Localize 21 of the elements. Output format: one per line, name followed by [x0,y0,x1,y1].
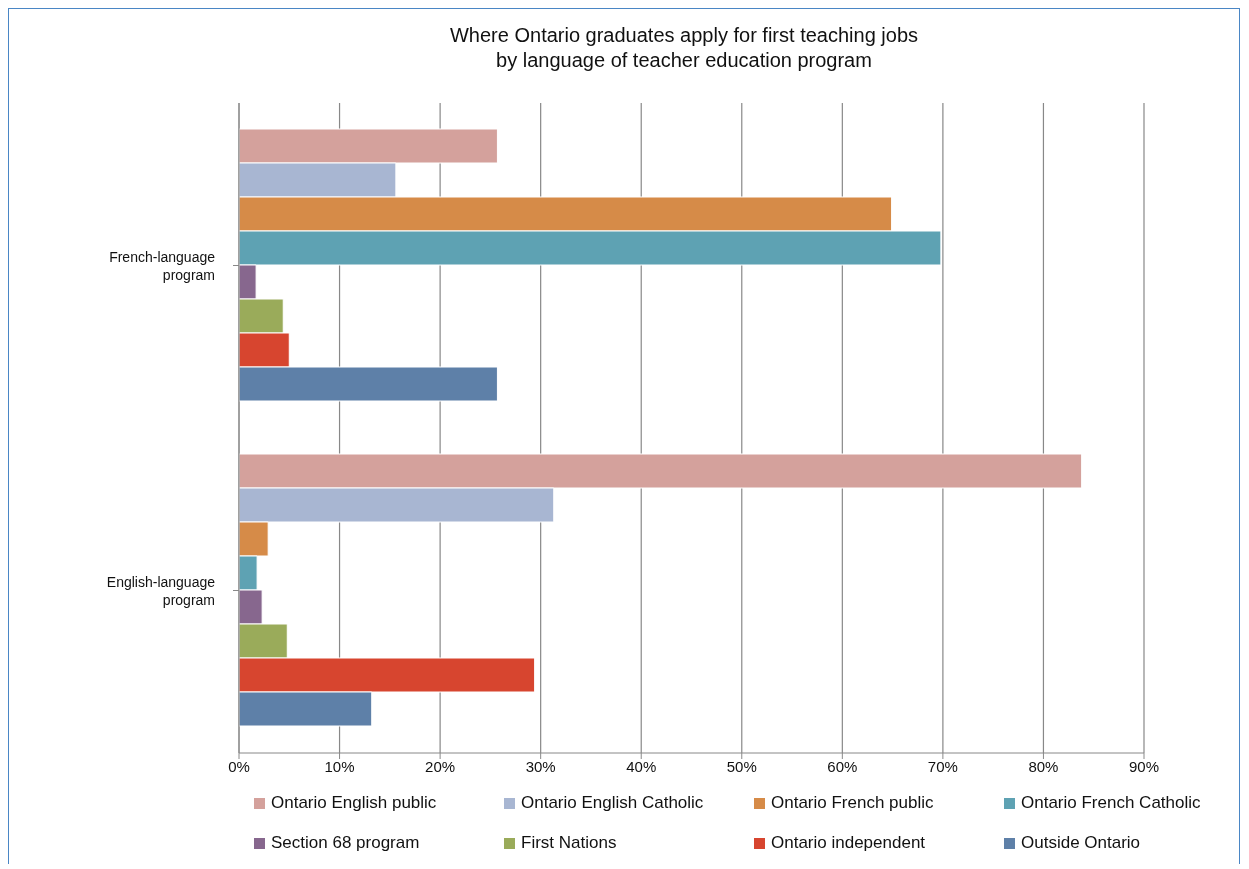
x-tick-label: 40% [626,757,657,775]
y-tick-label: English-language program [106,573,216,608]
x-tick-label: 30% [525,757,556,775]
x-tick-label: 50% [726,757,757,775]
legend-label: Ontario English public [271,793,437,813]
chart-title: Where Ontario graduates apply for first teaching jobs by language of teacher education program [449,23,919,73]
legend-label: Ontario French public [771,793,934,813]
x-tick-label: 10% [324,757,355,775]
x-tick-label: 20% [425,757,456,775]
y-tick-label: French-language program [109,248,216,283]
x-tick-label: 0% [228,757,250,775]
legend-label: Section 68 program [271,833,420,853]
legend-label: Ontario French Catholic [1021,793,1201,813]
x-tick-label: 80% [1028,757,1059,775]
legend-label: Outside Ontario [1021,833,1141,853]
legend-label: Ontario independent [771,833,926,853]
x-tick-label: 90% [1128,757,1160,775]
x-tick-label: 60% [827,757,858,775]
x-tick-label: 70% [927,757,958,775]
legend-label: First Nations [521,833,617,853]
legend-label: Ontario English Catholic [521,793,704,813]
